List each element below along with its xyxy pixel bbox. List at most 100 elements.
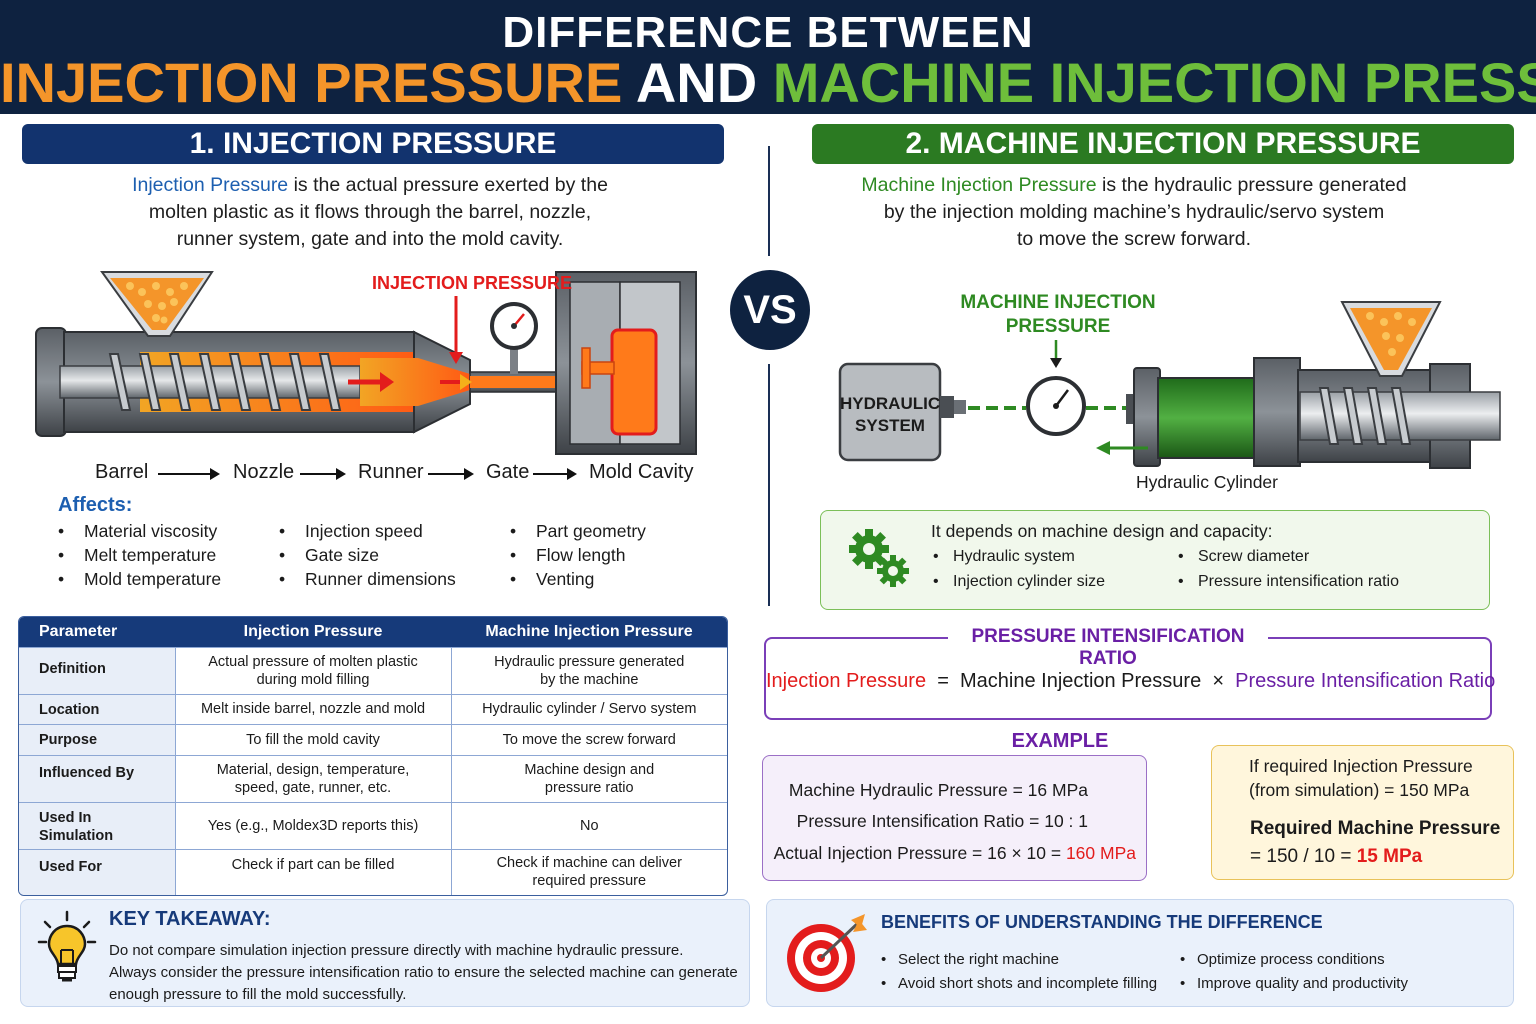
table-cell: Actual pressure of molten plastic during … [174,646,451,694]
key-takeaway-title: KEY TAKEAWAY: [109,908,271,930]
table-row: Purpose To fill the mold cavity To move … [19,723,727,755]
divider-top [768,146,770,256]
required-line-4-prefix: = 150 / 10 = [1250,846,1357,867]
required-line-2: (from simulation) = 150 MPa [1249,780,1470,800]
eq-injection-pressure: Injection Pressure [766,670,927,692]
machine-description: Machine Injection Pressure is the hydrau… [804,172,1464,253]
label-line: SYSTEM [855,416,925,435]
benefits-item: Improve quality and productivity [1180,975,1408,992]
flow-barrel: Barrel [95,461,149,483]
benefits-item: Select the right machine [881,951,1059,968]
flow-gate: Gate [486,461,530,483]
affects-item: Runner dimensions [279,569,456,590]
benefits-box: BENEFITS OF UNDERSTANDING THE DIFFERENCE… [766,899,1514,1007]
table-cell-param: Used In Simulation [19,801,175,849]
injection-barrel-diagram [35,271,697,455]
affects-item: Melt temperature [58,545,216,566]
benefits-item: Avoid short shots and incomplete filling [881,975,1157,992]
example-row-1: Machine Hydraulic Pressure = 16 MPa [788,780,1088,800]
required-line-1: If required Injection Pressure [1249,756,1473,776]
header-and: AND [622,51,773,114]
table-cell: Hydraulic pressure generated by the machi… [450,646,727,694]
table-cell-param: Used For [19,848,175,895]
section-title-injection: 1. INJECTION PRESSURE [22,124,724,164]
header-machine-injection-pressure: MACHINE INJECTION PRESSURE [772,51,1536,114]
cell-line: pressure ratio [544,779,634,796]
label-line: HYDRAULIC [840,394,941,413]
injection-description: Injection Pressure is the actual pressur… [40,172,700,253]
flow-arrow-4 [533,468,577,480]
benefits-title: BENEFITS OF UNDERSTANDING THE DIFFERENCE [881,912,1323,932]
example-row-3-prefix: Actual Injection Pressure = 16 × 10 = [773,843,1066,863]
desc-line-1: is the actual pressure exerted by the [288,174,608,196]
table-cell: Material, design, temperature, speed, gat… [174,754,451,802]
comparison-table: Parameter Injection Pressure Machine Inj… [18,616,728,896]
label-line: MACHINE INJECTION [960,292,1156,313]
flow-mold-cavity: Mold Cavity [589,461,694,483]
affects-item: Gate size [279,545,379,566]
cell-line: Check if machine can deliver [496,855,682,872]
page-header: DIFFERENCE BETWEEN INJECTION PRESSURE AN… [0,0,1536,114]
header-injection-pressure: INJECTION PRESSURE [0,51,623,114]
desc-line-2: molten plastic as it flows through the b… [148,201,592,223]
key-line-3: enough pressure to fill the mold success… [109,986,407,1003]
depends-item: Injection cylinder size [933,573,1105,591]
table-cell: No [450,801,727,849]
header-line-2: INJECTION PRESSURE AND MACHINE INJECTION… [0,50,1536,115]
affects-item: Flow length [510,545,625,566]
affects-item: Mold temperature [58,569,221,590]
cell-line: speed, gate, runner, etc. [234,779,392,796]
desc-highlight: Machine Injection Pressure [861,174,1097,196]
table-row: Used For Check if part can be filled Che… [19,848,727,895]
header-line-1: DIFFERENCE BETWEEN [502,8,1034,57]
injection-pressure-label: INJECTION PRESSURE [372,273,573,293]
affects-item: Venting [510,569,595,590]
table-cell-param: Purpose [19,723,175,755]
table-cell: Yes (e.g., Moldex3D reports this) [174,801,451,849]
example-row-3-value: 160 MPa [1065,843,1136,863]
table-header: Parameter [19,617,175,647]
affects-title: Affects: [58,494,133,516]
desc-line-3: to move the screw forward. [1016,228,1252,250]
flow-runner: Runner [358,461,424,483]
table-row: Definition Actual pressure of molten pla… [19,646,727,694]
flow-arrow-1 [158,468,220,480]
table-header: Machine Injection Pressure [451,617,727,647]
ratio-equation: Injection Pressure = Machine Injection P… [766,670,1495,693]
affects-item: Material viscosity [58,521,217,542]
key-takeaway-text: Do not compare simulation injection pres… [109,940,749,1006]
required-box: If required Injection Pressure (from sim… [1211,745,1514,880]
key-line-2: Always consider the pressure intensifica… [109,964,738,981]
key-takeaway-box: KEY TAKEAWAY: Do not compare simulation … [20,899,750,1007]
benefits-item: Optimize process conditions [1180,951,1385,968]
label-line: PRESSURE [1005,316,1111,337]
table-cell: Machine design and pressure ratio [450,754,727,802]
target-icon [787,914,867,992]
table-cell: Melt inside barrel, nozzle and mold [174,693,451,724]
divider-bottom [768,364,770,606]
required-line-3: Required Machine Pressure [1250,818,1501,839]
depends-box: It depends on machine design and capacit… [820,510,1490,610]
cell-line: Hydraulic pressure generated [494,653,685,670]
affects-item: Injection speed [279,521,423,542]
lightbulb-icon [37,910,97,982]
depends-item: Screw diameter [1178,548,1309,566]
cell-line: Machine design and [524,761,655,778]
cell-line: required pressure [532,873,647,890]
required-line-4-value: 15 MPa [1356,846,1423,867]
hydraulic-cylinder-label: Hydraulic Cylinder [1136,472,1278,492]
eq-times: × [1201,670,1236,692]
desc-line-1: is the hydraulic pressure generated [1096,174,1407,196]
eq-intensification-ratio: Pressure Intensification Ratio [1235,670,1496,692]
machine-injection-pressure-label: MACHINE INJECTION PRESSURE [948,291,1168,339]
cell-line: during mold filling [256,671,370,688]
cell-line: Material, design, temperature, [216,761,410,778]
hydraulic-system-diagram [838,301,1501,469]
depends-title: It depends on machine design and capacit… [931,521,1273,541]
example-row-3: Actual Injection Pressure = 16 × 10 = 16… [774,843,1136,864]
table-cell: Check if machine can deliver required pre… [450,848,727,895]
vs-badge: VS [730,270,810,350]
table-row: Used In Simulation Yes (e.g., Moldex3D r… [19,801,727,849]
affects-item: Part geometry [510,521,646,542]
depends-item: Pressure intensification ratio [1178,573,1399,591]
